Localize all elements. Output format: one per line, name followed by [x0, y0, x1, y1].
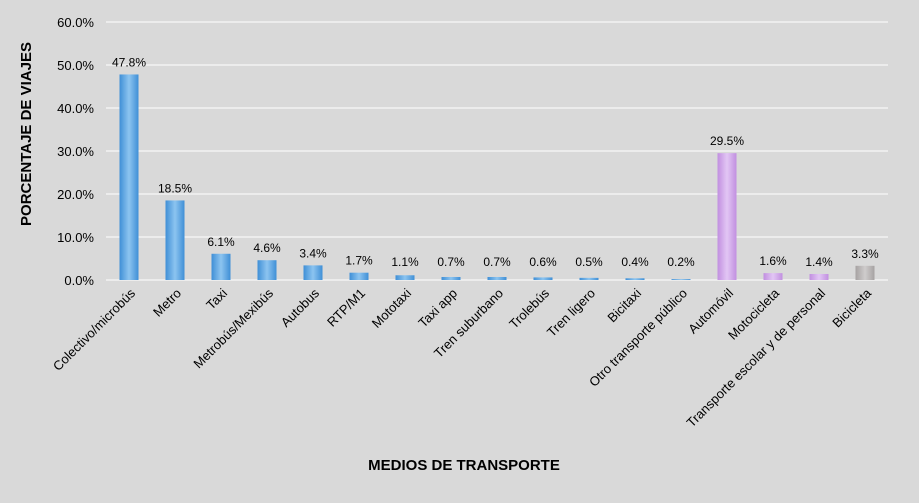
data-label-trolebus: 0.6% — [529, 255, 557, 269]
bars — [119, 74, 875, 281]
category-label-metrobus-mexibus: Metrobús/Mexibús — [190, 285, 276, 371]
y-tick-label: 50.0% — [57, 58, 94, 73]
x-axis-category-labels: Colectivo/microbús Metro TaxiMetrobús/Mexi… — [50, 285, 875, 430]
data-label-colectivo-microbus: 47.8% — [112, 55, 146, 69]
y-tick-label: 10.0% — [57, 230, 94, 245]
y-axis-tick-labels: 0.0% 10.0% 20.0% 30.0% 40.0% 50.0% 60.0% — [57, 15, 94, 288]
bar-mototaxi — [395, 275, 415, 280]
data-label-rtp-m1: 1.7% — [345, 254, 373, 268]
y-tick-label: 20.0% — [57, 187, 94, 202]
bar-tren-suburbano — [487, 276, 507, 280]
category-label-taxi-app: Taxi app — [415, 286, 460, 331]
y-tick-label: 60.0% — [57, 15, 94, 30]
data-label-bicicleta: 3.3% — [851, 247, 879, 261]
data-label-transporte-escolar-y-de-personal: 1.4% — [805, 255, 833, 269]
data-label-automovil: 29.5% — [710, 134, 744, 148]
bar-autobus — [303, 265, 323, 280]
data-label-autobus: 3.4% — [299, 246, 327, 260]
bar-rtp-m1 — [349, 272, 369, 280]
category-label-bicicleta: Bicicleta — [829, 285, 874, 330]
category-label-colectivo-microbus: Colectivo/microbús — [50, 285, 139, 374]
y-axis-title: PORCENTAJE DE VIAJES — [18, 42, 35, 226]
bar-metrobus-mexibus — [257, 260, 277, 280]
bar-bicitaxi — [625, 278, 645, 280]
data-labels: 47.8% 18.5% 6.1% 4.6% 3.4% 1.7% 1.1% 0.7% 0.7% 0.… — [112, 55, 879, 269]
y-tick-label: 40.0% — [57, 101, 94, 116]
category-label-tren-ligero: Tren ligero — [544, 286, 598, 340]
data-label-taxi: 6.1% — [207, 235, 235, 249]
category-label-mototaxi: Mototaxi — [369, 285, 414, 330]
bar-colectivo-microbus — [119, 74, 139, 281]
data-label-mototaxi: 1.1% — [391, 255, 419, 269]
data-label-taxi-app: 0.7% — [437, 255, 465, 269]
bar-bicicleta — [855, 265, 875, 280]
data-label-bicitaxi: 0.4% — [621, 255, 649, 269]
data-label-tren-suburbano: 0.7% — [483, 255, 511, 269]
data-label-otro-transporte-publico: 0.2% — [667, 255, 695, 269]
bar-motocicleta — [763, 273, 783, 280]
y-tick-label: 30.0% — [57, 144, 94, 159]
bar-tren-ligero — [579, 277, 599, 280]
category-label-taxi: Taxi — [203, 285, 230, 312]
y-tick-label: 0.0% — [64, 273, 94, 288]
x-axis-title: MEDIOS DE TRANSPORTE — [368, 457, 560, 474]
category-label-trolebus: Trolebús — [506, 285, 552, 331]
category-label-autobus: Autobus — [278, 285, 323, 330]
bar-automovil — [717, 153, 737, 280]
bar-trolebus — [533, 277, 553, 280]
category-label-bicitaxi: Bicitaxi — [604, 285, 644, 325]
gridlines — [106, 21, 888, 281]
data-label-motocicleta: 1.6% — [759, 254, 787, 268]
category-label-rtp-m1: RTP/M1 — [324, 286, 368, 330]
data-label-metro: 18.5% — [158, 181, 192, 195]
bar-transporte-escolar-y-de-personal — [809, 273, 829, 280]
category-label-metro: Metro — [150, 286, 184, 320]
bar-taxi — [211, 253, 231, 280]
bar-metro — [165, 200, 185, 280]
bar-taxi-app — [441, 276, 461, 280]
bar-otro-transporte-publico — [671, 279, 691, 280]
data-label-tren-ligero: 0.5% — [575, 255, 603, 269]
data-label-metrobus-mexibus: 4.6% — [253, 241, 281, 255]
